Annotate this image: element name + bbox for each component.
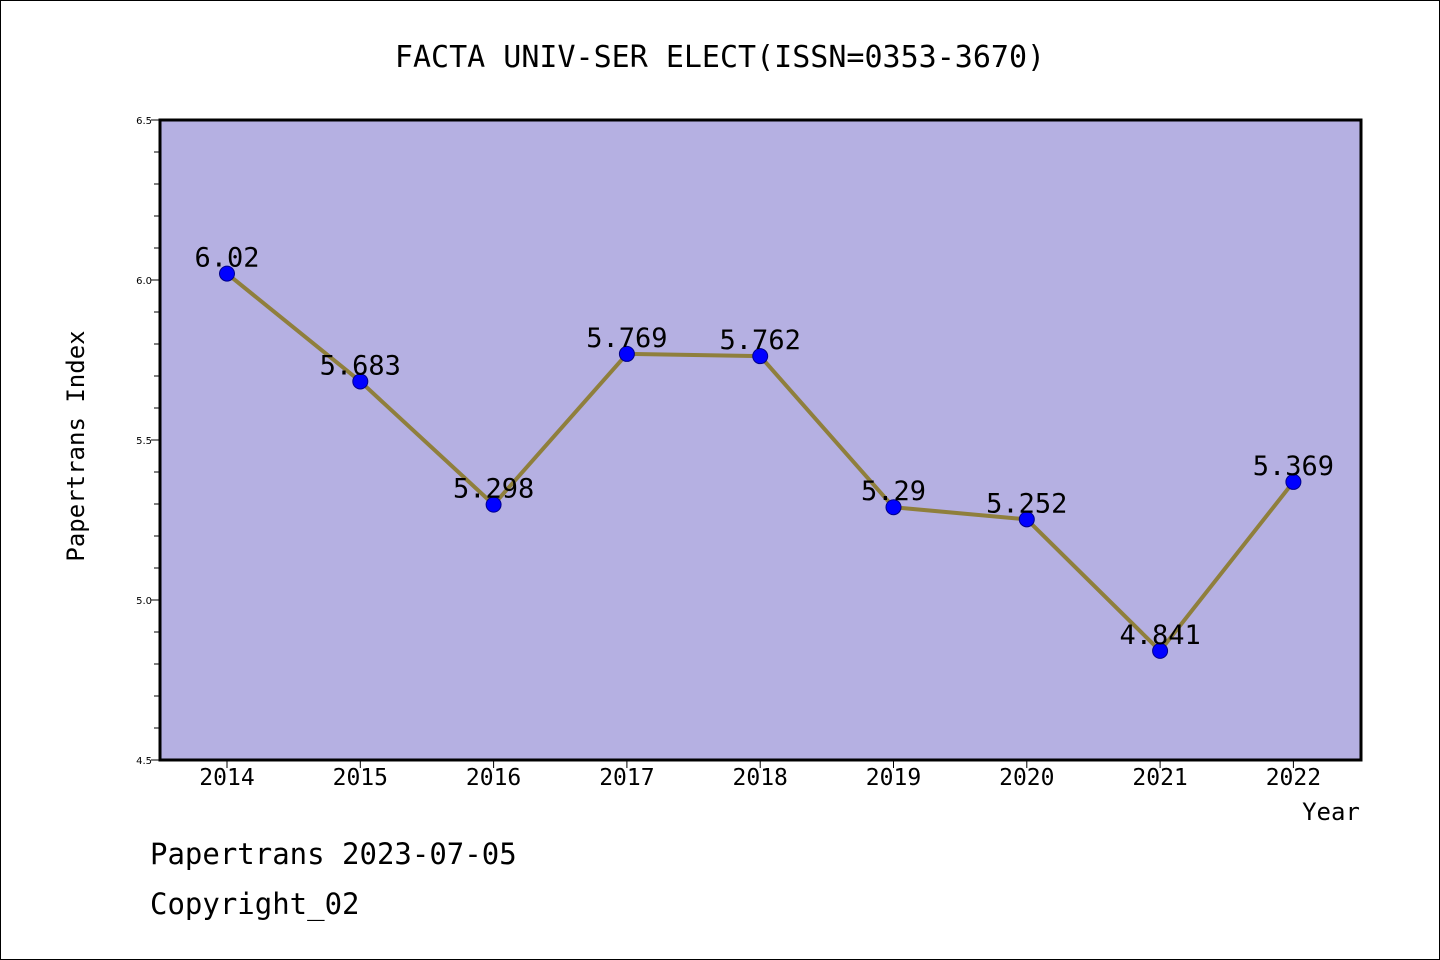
data-point [485, 496, 502, 513]
footer-date-text: Papertrans 2023-07-05 [150, 837, 517, 871]
x-tick-label: 2015 [333, 765, 388, 791]
x-tick-label: 2021 [1132, 765, 1187, 791]
y-tick-label: 6.5 [136, 116, 152, 127]
data-label: 4.841 [1119, 620, 1200, 651]
data-label: 5.762 [720, 325, 801, 356]
y-tick-label: 6.0 [136, 276, 152, 287]
x-tick-label: 2017 [599, 765, 654, 791]
data-point [1152, 642, 1169, 659]
y-tick-label: 5.0 [136, 596, 152, 607]
data-point [885, 499, 902, 516]
data-label: 5.252 [986, 488, 1067, 519]
x-tick-label: 2022 [1266, 765, 1321, 791]
series-layer: 6.02 5.683 5.298 5.769 5.762 5.29 5.252 4.841 5.… [194, 243, 1334, 659]
x-tick-label: 2014 [199, 765, 254, 791]
axis-ticks: 4.5 5.0 5.5 6.0 6.5 2014 2015 2016 2017 2018 2019 2… [136, 116, 1321, 791]
data-label: 5.369 [1253, 451, 1334, 482]
data-label: 6.02 [194, 243, 259, 274]
data-label: 5.29 [861, 476, 926, 507]
data-label: 5.683 [320, 350, 401, 381]
x-tick-label: 2020 [999, 765, 1054, 791]
plot-border [158, 118, 1363, 762]
y-axis-label: Papertrans Index [62, 330, 90, 561]
plot-area [160, 120, 1361, 760]
data-point [618, 345, 635, 362]
data-point [352, 373, 369, 390]
chart-title: FACTA UNIV-SER ELECT(ISSN=0353-3670) [395, 40, 1045, 75]
y-tick-label: 4.5 [136, 756, 152, 767]
data-label: 5.769 [586, 323, 667, 354]
x-tick-label: 2019 [866, 765, 921, 791]
data-point [1285, 473, 1302, 490]
data-label: 5.298 [453, 474, 534, 505]
x-tick-label: 2016 [466, 765, 521, 791]
data-point [752, 348, 769, 365]
x-axis-label: Year [1302, 798, 1360, 826]
data-point [219, 265, 235, 282]
x-tick-label: 2018 [733, 765, 788, 791]
footer-copyright-text: Copyright_02 [150, 887, 360, 922]
y-tick-label: 5.5 [136, 436, 152, 447]
data-point [1018, 511, 1035, 528]
